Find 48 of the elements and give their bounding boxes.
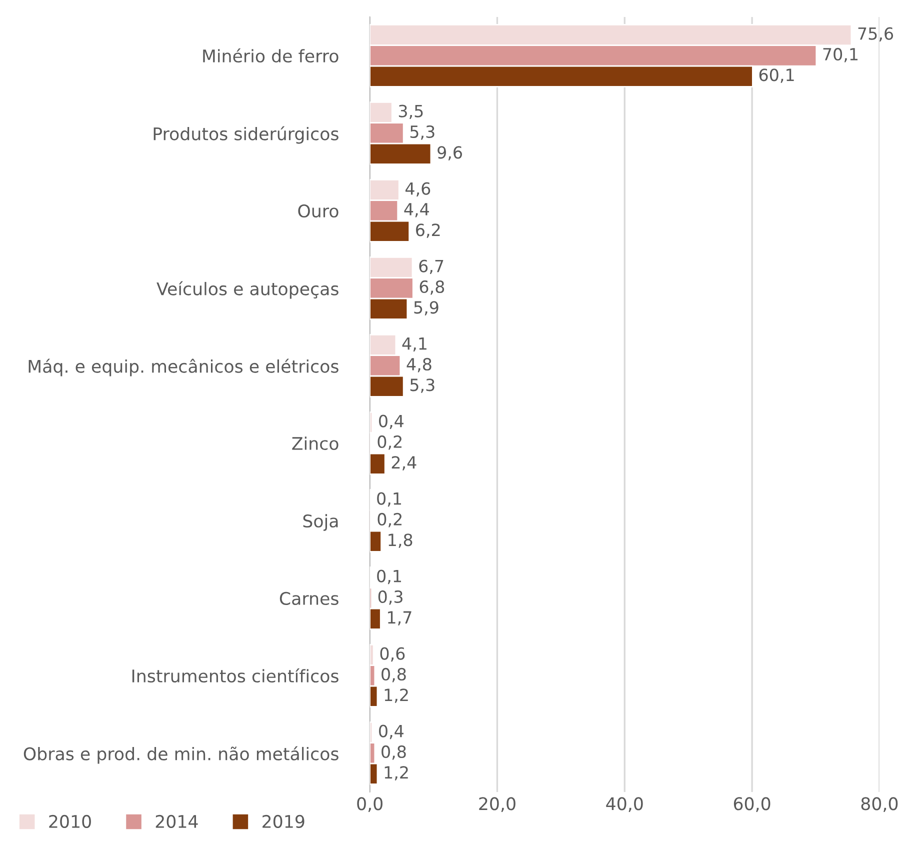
y-tick-label: Minério de ferro <box>203 48 338 63</box>
data-label: 6,7 <box>419 260 444 274</box>
data-label: 1,7 <box>388 611 412 626</box>
data-label: 4,8 <box>406 358 432 372</box>
legend-label: 2019 <box>262 814 304 828</box>
x-tick-label: 60,0 <box>734 797 770 812</box>
data-label: 6,8 <box>420 280 444 295</box>
y-tick-label: Máq. e equip. mecânicos e elétricos <box>28 358 338 376</box>
x-tick-label: 80,0 <box>861 797 898 812</box>
y-tick-label: Carnes <box>280 592 338 606</box>
data-label: 5,9 <box>414 301 438 316</box>
y-tick-label: Produtos siderúrgicos <box>154 126 338 144</box>
data-label: 4,6 <box>405 182 430 197</box>
data-label: 0,8 <box>382 668 406 682</box>
data-label: 5,3 <box>410 125 434 140</box>
data-label: 5,3 <box>410 378 434 393</box>
data-label: 9,6 <box>438 146 462 160</box>
y-tick-label: Instrumentos científicos <box>132 668 338 683</box>
x-tick-label: 20,0 <box>479 797 516 812</box>
data-label: 0,1 <box>377 570 401 584</box>
y-tick-label: Ouro <box>298 204 338 218</box>
data-label: 4,4 <box>404 203 429 218</box>
data-label: 0,4 <box>379 414 404 430</box>
data-label: 70,1 <box>823 48 858 62</box>
data-label: 0,8 <box>382 745 406 760</box>
data-label: 0,2 <box>378 512 402 528</box>
data-label: 4,1 <box>402 337 426 352</box>
data-label: 6,2 <box>416 224 440 238</box>
data-label: 0,4 <box>379 724 404 740</box>
data-label: 60,1 <box>759 68 794 83</box>
y-tick-label: Soja <box>303 514 338 531</box>
data-label: 0,1 <box>377 492 401 507</box>
data-label: 3,5 <box>398 104 423 120</box>
legend-label: 2010 <box>49 814 91 828</box>
data-label: 0,6 <box>380 647 405 662</box>
data-label: 75,6 <box>858 27 894 42</box>
y-tick-label: Zinco <box>292 436 338 450</box>
legend-label: 2014 <box>156 814 198 828</box>
data-label: 1,8 <box>388 534 412 548</box>
y-tick-label: Obras e prod. de min. não metálicos <box>24 746 338 764</box>
x-tick-label: 0,0 <box>357 797 382 812</box>
data-label: 1,2 <box>384 766 408 780</box>
x-tick-label: 40,0 <box>606 797 643 812</box>
data-label: 0,3 <box>378 590 402 605</box>
data-label: 1,2 <box>384 688 408 703</box>
data-label: 0,2 <box>378 435 402 450</box>
y-tick-label: Veículos e autopeças <box>156 281 338 299</box>
data-label: 2,4 <box>392 456 416 470</box>
